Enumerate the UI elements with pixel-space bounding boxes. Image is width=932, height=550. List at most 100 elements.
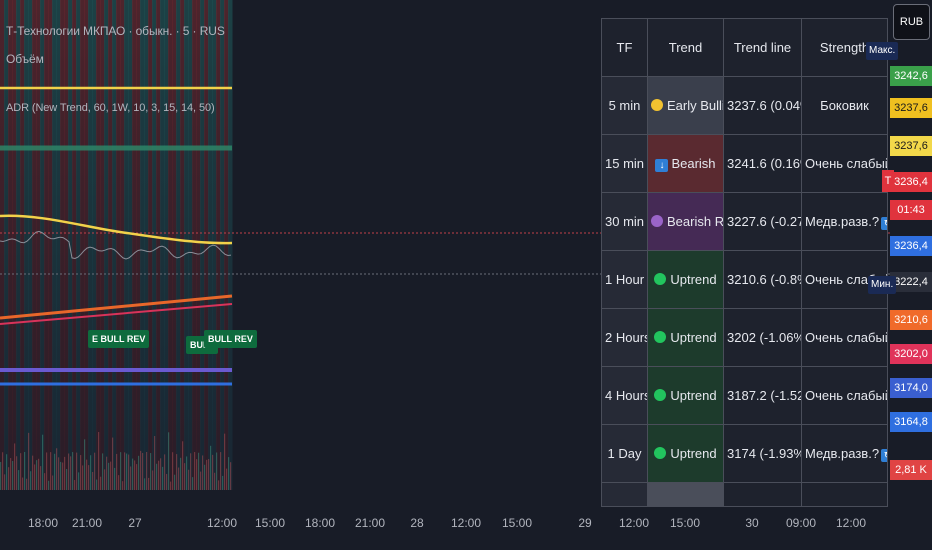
volume-bar: [148, 477, 150, 490]
volume-bar: [30, 471, 32, 490]
time-label: 12:00: [206, 516, 238, 530]
red-trendline: [0, 303, 233, 325]
min-label: Мин.: [868, 276, 897, 294]
volume-bar: [170, 481, 172, 490]
cell-trend: Early Bullish: [647, 76, 724, 135]
volume-bar: [50, 452, 52, 490]
time-label: 15:00: [669, 516, 701, 530]
background-stripe: [68, 0, 73, 490]
volume-bar: [90, 455, 92, 490]
indicator-legend[interactable]: ADR (New Trend, 60, 1W, 10, 3, 15, 14, 5…: [6, 102, 215, 114]
cell-timeframe: 1 Hour: [601, 250, 648, 309]
background-stripe: [36, 0, 41, 490]
volume-bar: [52, 475, 54, 490]
chart-area[interactable]: Т-Технологии МКПАО · обыкн. · 5 · RUS Об…: [0, 0, 890, 510]
symbol-title[interactable]: Т-Технологии МКПАО · обыкн. · 5 · RUS: [6, 24, 225, 38]
volume-bar: [142, 452, 144, 490]
background-stripe: [128, 0, 133, 490]
volume-bar: [2, 452, 4, 490]
sync-icon: ↻: [881, 448, 887, 462]
volume-bar: [26, 478, 28, 490]
volume-bar: [6, 454, 8, 490]
volume-bar: [128, 454, 130, 490]
green-circle-icon: [654, 331, 667, 343]
volume-bar: [136, 464, 138, 490]
background-stripe: [40, 0, 45, 490]
volume-legend[interactable]: Объём: [6, 52, 44, 66]
price-tag: 3222,4: [890, 272, 932, 292]
time-label: 18:00: [27, 516, 59, 530]
background-stripe: [172, 0, 177, 490]
background-stripe: [52, 0, 57, 490]
volume-bar: [122, 481, 124, 490]
time-axis[interactable]: 18:00 21:00 27 12:00 15:00 18:00 21:00 28 12:00 1…: [0, 510, 932, 550]
volume-bar: [116, 453, 118, 490]
volume-bar: [58, 457, 60, 490]
cell-trend: Uptrend: [647, 308, 724, 367]
background-stripe: [168, 0, 173, 490]
background-stripe: [216, 0, 221, 490]
volume-bar: [124, 452, 126, 490]
volume-bar: [80, 455, 82, 490]
background-stripe: [116, 0, 121, 490]
table-row-partial: [601, 482, 888, 507]
yellow-circle-icon: [651, 99, 663, 111]
background-stripe: [136, 0, 141, 490]
volume-bar: [46, 452, 48, 490]
background-stripe: [32, 0, 37, 490]
volume-bar: [92, 472, 94, 490]
volume-bar: [172, 452, 174, 490]
volume-bar: [220, 452, 222, 490]
volume-bar: [0, 462, 2, 490]
volume-bar: [106, 456, 108, 490]
time-label: 15:00: [501, 516, 533, 530]
volume-bar: [226, 468, 228, 490]
volume-bar: [40, 466, 42, 490]
volume-bar: [68, 453, 70, 490]
green-circle-icon: [654, 447, 667, 459]
background-stripe: [28, 0, 33, 490]
trend-background-stripes: [0, 0, 233, 490]
volume-bar: [72, 452, 74, 490]
volume-bar: [160, 458, 162, 490]
cell-trend-line: 3174 (-1.93%): [723, 424, 802, 483]
time-label: 21:00: [354, 516, 386, 530]
volume-bar: [144, 478, 146, 490]
volume-bar: [204, 464, 206, 490]
price-tag: 3236,4: [890, 172, 932, 192]
volume-bar: [176, 454, 178, 490]
background-stripe: [180, 0, 185, 490]
price-scale[interactable]: 3242,6 3237,6 3237,6 3236,4 01:43 3236,4 3222,…: [890, 0, 932, 510]
volume-bar: [98, 432, 100, 490]
volume-bar: [208, 459, 210, 490]
volume-bar: [78, 472, 80, 490]
background-stripe: [76, 0, 81, 490]
volume-bar: [202, 455, 204, 490]
volume-bar: [228, 457, 230, 490]
volume-bar: [104, 469, 106, 490]
currency-button[interactable]: RUB: [893, 4, 930, 40]
background-stripe: [84, 0, 89, 490]
cell-timeframe: 15 min: [601, 134, 648, 193]
background-stripe: [224, 0, 229, 490]
volume-bar: [190, 453, 192, 490]
time-label: 12:00: [450, 516, 482, 530]
volume-bar: [62, 462, 64, 490]
volume-bar: [222, 475, 224, 490]
volume-bar: [16, 456, 18, 490]
volume-bar: [14, 443, 16, 490]
volume-bar: [84, 439, 86, 490]
volume-bar: [108, 462, 110, 490]
volume-bar: [126, 453, 128, 490]
price-chart[interactable]: [0, 0, 890, 510]
cell-strength: Медв.разв.?↻: [801, 424, 888, 483]
volume-bar: [12, 461, 14, 490]
time-label: 09:00: [785, 516, 817, 530]
price-tag: 3237,6: [890, 98, 932, 118]
volume-bar: [130, 466, 132, 490]
background-stripe: [64, 0, 69, 490]
